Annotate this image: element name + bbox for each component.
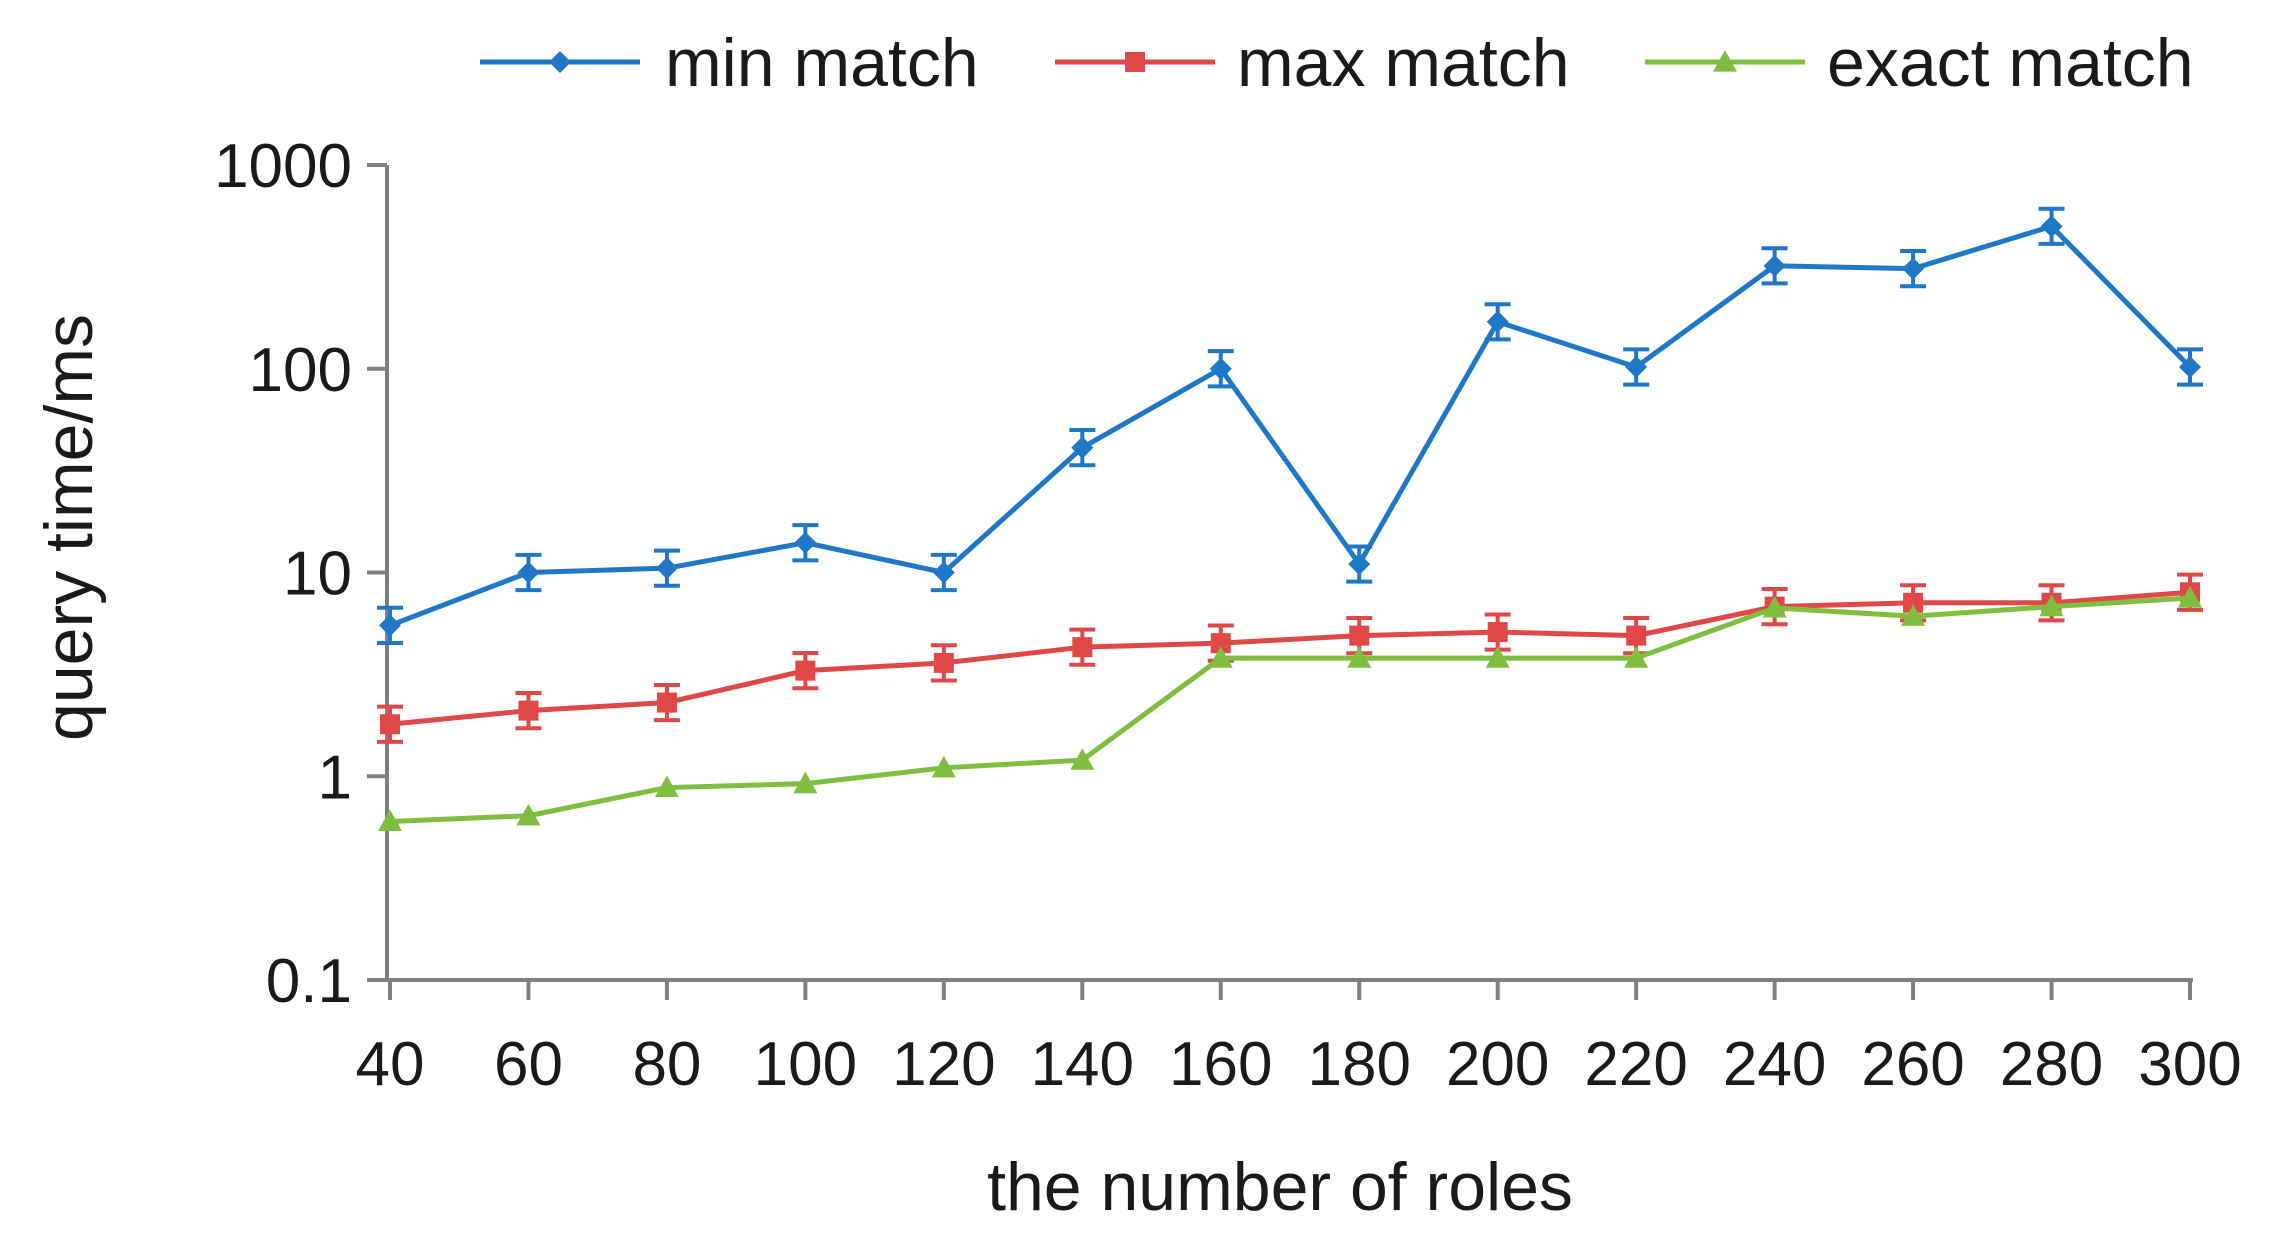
x-tick-label: 80 bbox=[632, 1030, 701, 1099]
x-tick-label: 180 bbox=[1308, 1030, 1411, 1099]
x-tick-label: 280 bbox=[2000, 1030, 2103, 1099]
y-axis-title: query time/ms bbox=[31, 314, 107, 741]
data-point bbox=[932, 561, 955, 584]
x-tick-label: 300 bbox=[2138, 1030, 2241, 1099]
data-point bbox=[2039, 594, 2064, 617]
data-point bbox=[1486, 310, 1509, 333]
data-point bbox=[1901, 604, 1926, 626]
legend-label: max match bbox=[1237, 25, 1570, 101]
data-point bbox=[2179, 355, 2201, 378]
y-tick-label: 1000 bbox=[214, 132, 352, 201]
x-tick-label: 200 bbox=[1446, 1030, 1549, 1099]
data-point bbox=[794, 531, 817, 554]
series-min-match bbox=[377, 206, 2203, 645]
x-tick-label: 120 bbox=[892, 1030, 995, 1099]
data-point bbox=[1070, 748, 1095, 770]
data-point bbox=[379, 614, 401, 637]
series-exact-match bbox=[378, 585, 2202, 832]
legend-item: exact match bbox=[1645, 25, 2194, 101]
data-point bbox=[1625, 355, 1648, 378]
x-tick-label: 260 bbox=[1861, 1030, 1964, 1099]
y-tick-label: 0.1 bbox=[266, 947, 352, 1016]
legend-marker bbox=[549, 51, 571, 73]
y-tick-label: 10 bbox=[283, 540, 352, 609]
data-point bbox=[656, 692, 677, 713]
x-tick-label: 220 bbox=[1584, 1030, 1687, 1099]
x-tick-label: 140 bbox=[1031, 1030, 1134, 1099]
legend-marker bbox=[1125, 52, 1145, 72]
data-point bbox=[931, 755, 956, 778]
data-point bbox=[1485, 646, 1510, 668]
data-point bbox=[517, 561, 540, 584]
series-line bbox=[389, 589, 2191, 727]
legend-item: max match bbox=[1055, 25, 1570, 101]
data-point bbox=[1902, 257, 1925, 280]
data-point bbox=[1347, 646, 1372, 668]
data-point bbox=[1208, 646, 1233, 668]
x-tick-label: 40 bbox=[356, 1030, 425, 1099]
data-point bbox=[378, 809, 402, 832]
data-point bbox=[1210, 633, 1231, 654]
data-point bbox=[1626, 625, 1647, 646]
data-point bbox=[1624, 646, 1649, 668]
x-tick-label: 240 bbox=[1723, 1030, 1826, 1099]
x-axis-title: the number of roles bbox=[987, 1149, 1573, 1225]
x-tick-label: 60 bbox=[494, 1030, 563, 1099]
data-point bbox=[1071, 436, 1094, 459]
series-line bbox=[389, 595, 2191, 824]
data-point bbox=[1903, 592, 1924, 613]
data-point bbox=[795, 660, 816, 681]
data-point bbox=[1487, 622, 1508, 643]
data-point bbox=[516, 803, 541, 826]
data-point bbox=[1349, 625, 1370, 646]
data-point bbox=[518, 700, 539, 721]
legend-label: exact match bbox=[1827, 25, 2194, 101]
data-point bbox=[1762, 595, 1787, 618]
data-point bbox=[654, 775, 679, 798]
data-point bbox=[1072, 637, 1093, 658]
data-point bbox=[1348, 553, 1371, 576]
data-point bbox=[2040, 215, 2063, 238]
data-point bbox=[1763, 254, 1786, 277]
y-tick-label: 1 bbox=[318, 743, 352, 812]
series-line bbox=[389, 223, 2192, 628]
legend-marker bbox=[1713, 50, 1737, 72]
legend-label: min match bbox=[665, 25, 979, 101]
legend-item: min match bbox=[480, 25, 979, 101]
data-point bbox=[655, 557, 678, 580]
data-point bbox=[793, 771, 818, 794]
x-tick-label: 160 bbox=[1169, 1030, 1272, 1099]
data-point bbox=[2178, 585, 2202, 608]
y-tick-label: 100 bbox=[249, 336, 352, 405]
data-point bbox=[380, 714, 400, 735]
x-tick-label: 100 bbox=[754, 1030, 857, 1099]
data-point bbox=[1209, 357, 1232, 380]
data-point bbox=[933, 652, 954, 673]
